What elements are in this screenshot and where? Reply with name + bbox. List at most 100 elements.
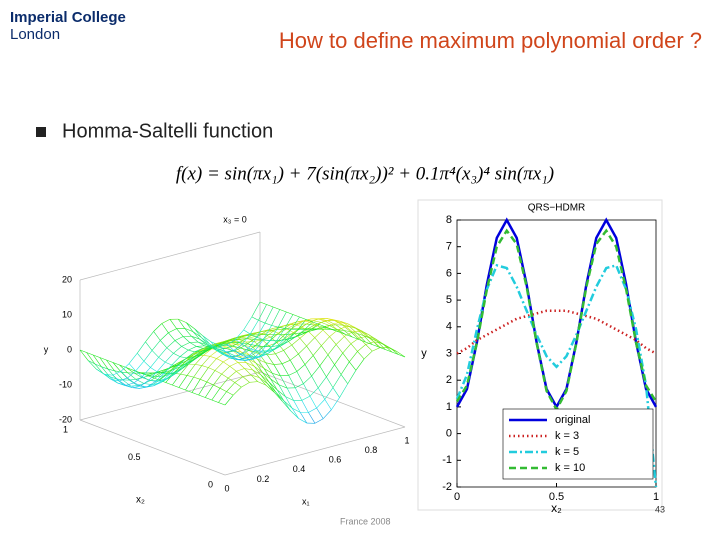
mesh-line bbox=[376, 341, 386, 350]
y-tick-label: 8 bbox=[446, 214, 452, 226]
mesh-line bbox=[281, 338, 290, 346]
mesh-line bbox=[348, 326, 358, 334]
mesh-line bbox=[299, 323, 307, 329]
mesh-line bbox=[296, 333, 304, 337]
mesh-line bbox=[317, 326, 326, 330]
mesh-line bbox=[263, 330, 273, 335]
mesh-line bbox=[347, 323, 355, 328]
mesh-line bbox=[248, 350, 258, 353]
mesh-line bbox=[160, 332, 169, 341]
mesh-line bbox=[321, 336, 330, 346]
mesh-line bbox=[255, 350, 262, 352]
x2-tick-label: 0 bbox=[208, 479, 213, 489]
mesh-line bbox=[306, 323, 315, 326]
mesh-line bbox=[178, 387, 186, 391]
mesh-line bbox=[161, 373, 171, 382]
mesh-line bbox=[189, 356, 199, 364]
mesh-line bbox=[228, 377, 235, 383]
mesh-line bbox=[257, 358, 266, 364]
mesh-line bbox=[213, 373, 222, 386]
mesh-line bbox=[232, 356, 239, 360]
mesh-line bbox=[125, 367, 135, 374]
mesh-line bbox=[275, 325, 282, 331]
mesh-line bbox=[153, 323, 163, 332]
mesh-line bbox=[171, 364, 179, 366]
mesh-line bbox=[166, 347, 174, 354]
mesh-line bbox=[279, 339, 287, 346]
mesh-line bbox=[200, 379, 207, 383]
mesh-line bbox=[339, 383, 348, 398]
mesh-line bbox=[207, 343, 217, 351]
mesh-line bbox=[250, 351, 258, 357]
mesh-line bbox=[260, 330, 268, 335]
mesh-line bbox=[236, 343, 245, 346]
mesh-line bbox=[158, 347, 168, 358]
mesh-line bbox=[178, 318, 187, 323]
mesh-line bbox=[155, 380, 163, 382]
mesh-line bbox=[271, 325, 279, 328]
mesh-line bbox=[254, 366, 263, 373]
x2-tick-label: 1 bbox=[63, 424, 68, 434]
mesh-line bbox=[385, 349, 392, 353]
mesh-line bbox=[249, 381, 258, 383]
mesh-line bbox=[332, 374, 342, 388]
mesh-line bbox=[143, 350, 153, 362]
mesh-line bbox=[238, 338, 246, 343]
mesh-line bbox=[218, 344, 226, 352]
mesh-line bbox=[86, 352, 94, 356]
mesh-line bbox=[211, 399, 219, 403]
mesh-line bbox=[242, 350, 250, 355]
mesh-line bbox=[372, 347, 381, 352]
mesh-line bbox=[352, 336, 359, 340]
mesh-line bbox=[127, 377, 135, 384]
mesh-line bbox=[209, 343, 218, 350]
y-tick-label: 7 bbox=[446, 241, 452, 253]
mesh-line bbox=[390, 347, 397, 352]
mesh-line bbox=[252, 331, 259, 336]
mesh-line bbox=[355, 328, 363, 332]
mesh-line bbox=[274, 339, 284, 349]
mesh-line bbox=[319, 354, 329, 367]
mesh-line bbox=[265, 362, 274, 365]
mesh-line bbox=[296, 371, 304, 384]
mesh-line bbox=[363, 335, 371, 339]
y-tick-label: -2 bbox=[442, 481, 452, 493]
mesh-line bbox=[176, 328, 184, 337]
mesh-line bbox=[324, 399, 332, 410]
mesh-line bbox=[285, 396, 293, 409]
mesh-line bbox=[165, 369, 173, 376]
mesh-line bbox=[203, 348, 212, 356]
mesh-line bbox=[176, 363, 186, 372]
mesh-line bbox=[217, 348, 226, 353]
mesh-line bbox=[255, 345, 264, 347]
mesh-line bbox=[178, 357, 187, 366]
mesh-line bbox=[355, 358, 365, 371]
mesh-line bbox=[396, 351, 406, 358]
mesh-line bbox=[310, 324, 320, 330]
mesh-line bbox=[343, 330, 353, 338]
mesh-line bbox=[288, 371, 297, 376]
mesh-line bbox=[256, 322, 266, 338]
mesh-line bbox=[273, 363, 283, 365]
mesh-line bbox=[242, 374, 252, 378]
mesh-line bbox=[275, 391, 283, 402]
mesh-line bbox=[231, 340, 238, 343]
mesh-line bbox=[307, 330, 315, 338]
mesh-line bbox=[314, 324, 323, 328]
x1-tick-label: 0.8 bbox=[365, 445, 378, 455]
mesh-line bbox=[243, 358, 253, 360]
mesh-line bbox=[158, 357, 166, 363]
mesh-line bbox=[214, 361, 224, 371]
mesh-line bbox=[107, 368, 117, 379]
mesh-line bbox=[201, 365, 209, 368]
mesh-line bbox=[161, 323, 169, 333]
mesh-line bbox=[139, 372, 148, 374]
mesh-line bbox=[285, 396, 294, 401]
mesh-line bbox=[296, 320, 304, 323]
axis-box bbox=[79, 419, 226, 476]
mesh-line bbox=[291, 407, 299, 419]
mesh-line bbox=[268, 381, 278, 391]
mesh-line bbox=[185, 376, 194, 391]
mesh-line bbox=[363, 335, 373, 345]
mesh-line bbox=[203, 355, 211, 357]
